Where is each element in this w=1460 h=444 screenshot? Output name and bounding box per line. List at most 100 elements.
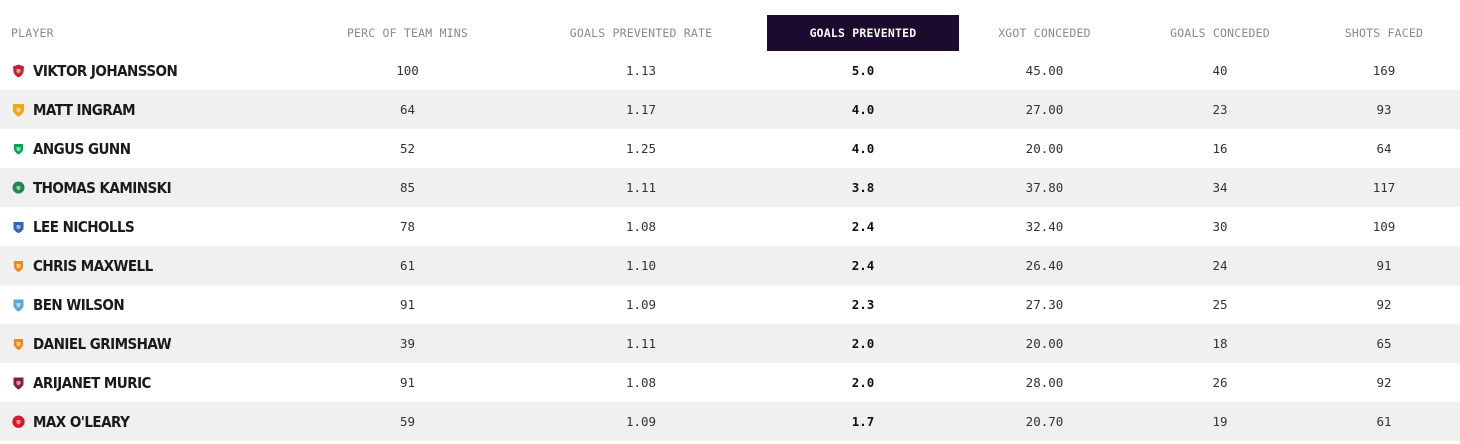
shots-faced-value: 117 <box>1372 180 1396 195</box>
blackpool-crest-icon <box>14 260 23 272</box>
xgot-conceded-value: 20.00 <box>1025 336 1064 351</box>
column-header-player[interactable]: PLAYER <box>11 26 54 40</box>
burnley-crest-icon <box>13 377 24 389</box>
column-header-shots-faced[interactable]: SHOTS FACED <box>1344 26 1424 40</box>
table-row[interactable]: THOMAS KAMINSKI 85 1.11 3.8 37.80 34 117 <box>0 168 1460 207</box>
player-name[interactable]: CHRIS MAXWELL <box>33 256 153 275</box>
perc-team-mins-value: 52 <box>399 141 416 156</box>
table-row[interactable]: DANIEL GRIMSHAW 39 1.11 2.0 20.00 18 65 <box>0 324 1460 363</box>
column-header-xgot-conceded[interactable]: XGOT CONCEDED <box>998 26 1091 40</box>
xgot-conceded-value: 20.00 <box>1025 141 1064 156</box>
table-row[interactable]: MAX O'LEARY 59 1.09 1.7 20.70 19 61 <box>0 402 1460 441</box>
shots-faced-value: 93 <box>1376 102 1392 117</box>
goals-prevented-value: 2.0 <box>851 336 875 351</box>
player-name[interactable]: DANIEL GRIMSHAW <box>33 334 172 353</box>
player-name[interactable]: MAX O'LEARY <box>33 412 130 431</box>
player-name[interactable]: BEN WILSON <box>33 295 125 314</box>
norwich-crest-icon <box>14 143 23 154</box>
goals-prevented-rate-value: 1.17 <box>625 102 657 117</box>
rotherham-crest-icon <box>13 64 24 77</box>
blackburn-crest-icon <box>12 181 25 193</box>
goals-conceded-value: 16 <box>1212 141 1228 156</box>
player-cell: MATT INGRAM <box>12 90 146 129</box>
player-cell: THOMAS KAMINSKI <box>12 168 186 207</box>
shots-faced-value: 169 <box>1372 63 1396 78</box>
column-header-perc-team-mins[interactable]: PERC OF TEAM MINS <box>346 26 469 40</box>
player-name[interactable]: VIKTOR JOHANSSON <box>33 61 178 80</box>
goals-conceded-value: 26 <box>1212 375 1228 390</box>
bristol-city-crest-icon <box>12 415 25 428</box>
column-header-goals-prevented[interactable]: GOALS PREVENTED <box>767 15 959 51</box>
table-row[interactable]: BEN WILSON 91 1.09 2.3 27.30 25 92 <box>0 285 1460 324</box>
goals-prevented-rate-value: 1.08 <box>625 219 657 234</box>
goals-prevented-rate-value: 1.08 <box>625 375 657 390</box>
perc-team-mins-value: 91 <box>399 297 416 312</box>
goalkeeper-stats-table: PLAYER PERC OF TEAM MINS GOALS PREVENTED… <box>0 15 1460 441</box>
goals-prevented-value: 2.3 <box>851 297 875 312</box>
player-name[interactable]: THOMAS KAMINSKI <box>33 178 172 197</box>
huddersfield-crest-icon <box>13 221 24 233</box>
player-cell: LEE NICHOLLS <box>12 207 145 246</box>
player-name[interactable]: ARIJANET MURIC <box>33 373 151 392</box>
goals-conceded-value: 25 <box>1212 297 1228 312</box>
goals-prevented-rate-value: 1.11 <box>625 336 657 351</box>
goals-prevented-rate-value: 1.09 <box>625 414 657 429</box>
shots-faced-value: 92 <box>1376 297 1392 312</box>
player-cell: ARIJANET MURIC <box>12 363 164 402</box>
xgot-conceded-value: 37.80 <box>1025 180 1064 195</box>
xgot-conceded-value: 27.00 <box>1025 102 1064 117</box>
table-row[interactable]: VIKTOR JOHANSSON 100 1.13 5.0 45.00 40 169 <box>0 51 1460 90</box>
column-header-goals-prevented-rate[interactable]: GOALS PREVENTED RATE <box>569 26 713 40</box>
player-cell: ANGUS GUNN <box>12 129 141 168</box>
goals-prevented-rate-value: 1.09 <box>625 297 657 312</box>
goals-conceded-value: 40 <box>1212 63 1228 78</box>
perc-team-mins-value: 85 <box>399 180 416 195</box>
player-name[interactable]: LEE NICHOLLS <box>33 217 135 236</box>
hull-crest-icon <box>13 103 24 116</box>
xgot-conceded-value: 27.30 <box>1025 297 1064 312</box>
table-row[interactable]: ARIJANET MURIC 91 1.08 2.0 28.00 26 92 <box>0 363 1460 402</box>
goals-prevented-value: 2.0 <box>851 375 875 390</box>
perc-team-mins-value: 91 <box>399 375 416 390</box>
player-name[interactable]: ANGUS GUNN <box>33 139 131 158</box>
xgot-conceded-value: 32.40 <box>1025 219 1064 234</box>
goals-conceded-value: 34 <box>1212 180 1228 195</box>
perc-team-mins-value: 64 <box>399 102 416 117</box>
player-cell: MAX O'LEARY <box>12 402 140 441</box>
goals-conceded-value: 23 <box>1212 102 1228 117</box>
shots-faced-value: 109 <box>1372 219 1396 234</box>
shots-faced-value: 65 <box>1376 336 1392 351</box>
perc-team-mins-value: 39 <box>399 336 416 351</box>
goals-prevented-rate-value: 1.13 <box>625 63 657 78</box>
goals-prevented-value: 4.0 <box>851 102 875 117</box>
goals-conceded-value: 19 <box>1212 414 1228 429</box>
xgot-conceded-value: 26.40 <box>1025 258 1064 273</box>
goals-prevented-value: 2.4 <box>851 258 875 273</box>
goals-prevented-value: 1.7 <box>851 414 875 429</box>
goals-conceded-value: 24 <box>1212 258 1228 273</box>
goals-prevented-value: 3.8 <box>851 180 875 195</box>
perc-team-mins-value: 100 <box>396 63 419 78</box>
table-row[interactable]: CHRIS MAXWELL 61 1.10 2.4 26.40 24 91 <box>0 246 1460 285</box>
table-row[interactable]: LEE NICHOLLS 78 1.08 2.4 32.40 30 109 <box>0 207 1460 246</box>
goals-prevented-rate-value: 1.11 <box>625 180 657 195</box>
table-body: VIKTOR JOHANSSON 100 1.13 5.0 45.00 40 169 MATT… <box>0 51 1460 441</box>
xgot-conceded-value: 45.00 <box>1025 63 1064 78</box>
player-name[interactable]: MATT INGRAM <box>33 100 136 119</box>
perc-team-mins-value: 78 <box>399 219 416 234</box>
table-row[interactable]: MATT INGRAM 64 1.17 4.0 27.00 23 93 <box>0 90 1460 129</box>
xgot-conceded-value: 20.70 <box>1025 414 1064 429</box>
perc-team-mins-value: 59 <box>399 414 416 429</box>
player-cell: BEN WILSON <box>12 285 134 324</box>
goals-prevented-value: 2.4 <box>851 219 875 234</box>
column-header-goals-conceded[interactable]: GOALS CONCEDED <box>1170 26 1270 40</box>
goals-prevented-rate-value: 1.10 <box>625 258 657 273</box>
table-row[interactable]: ANGUS GUNN 52 1.25 4.0 20.00 16 64 <box>0 129 1460 168</box>
shots-faced-value: 91 <box>1376 258 1392 273</box>
player-cell: VIKTOR JOHANSSON <box>12 51 193 90</box>
goals-conceded-value: 30 <box>1212 219 1228 234</box>
goals-prevented-value: 4.0 <box>851 141 875 156</box>
shots-faced-value: 92 <box>1376 375 1392 390</box>
goals-prevented-value: 5.0 <box>851 63 875 78</box>
player-cell: CHRIS MAXWELL <box>12 246 166 285</box>
